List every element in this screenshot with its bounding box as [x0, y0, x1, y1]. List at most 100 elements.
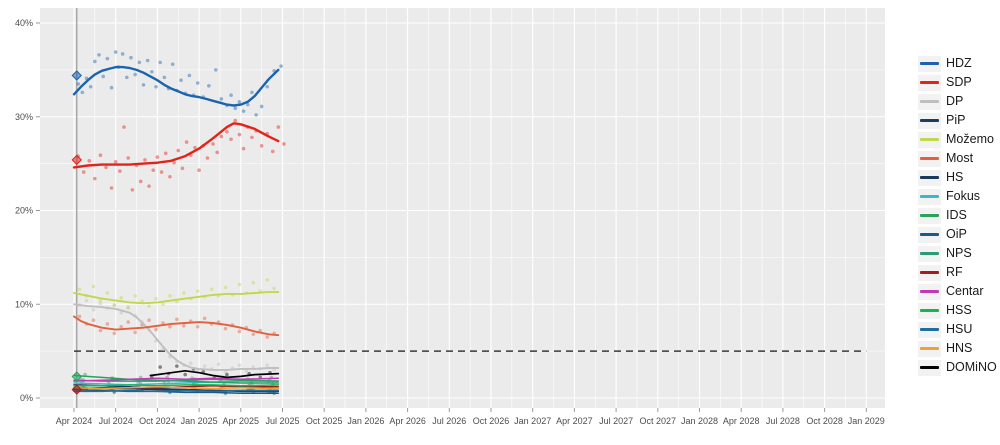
poll-dot-DP	[188, 361, 193, 366]
x-axis-label: Apr 2025	[223, 416, 260, 426]
poll-dot-HDZ	[250, 90, 254, 95]
poll-dot-Most	[223, 326, 228, 331]
legend-label: DOMiNO	[946, 360, 997, 375]
poll-dot-SDP	[168, 174, 172, 179]
poll-dot-SDP	[155, 155, 160, 159]
poll-dot-SDP	[241, 146, 246, 151]
line-swatch-icon	[920, 195, 939, 198]
x-axis-label: Jan 2029	[848, 416, 885, 426]
line-swatch-icon	[920, 366, 939, 369]
legend-item-dp: DP	[918, 92, 997, 111]
legend-item-možemo: Možemo	[918, 130, 997, 149]
poll-dot-Most	[175, 317, 179, 322]
poll-dot-SDP	[172, 160, 176, 165]
election-result-marker-SDP	[71, 154, 82, 166]
poll-dot-Možemo	[91, 284, 96, 289]
y-axis-label: 20%	[15, 206, 33, 216]
poll-dot-HDZ	[213, 68, 218, 72]
line-swatch-icon	[920, 309, 939, 312]
line-swatch-icon	[920, 157, 939, 160]
poll-dot-Možemo	[105, 291, 110, 295]
legend-item-fokus: Fokus	[918, 187, 997, 206]
line-swatch-icon	[920, 328, 939, 331]
legend-item-hsu: HSU	[918, 320, 997, 339]
legend-label: Fokus	[946, 189, 981, 204]
legend-label: DP	[946, 94, 964, 109]
x-axis-label: Jul 2026	[432, 416, 466, 426]
poll-dot-HDZ	[133, 72, 137, 77]
legend-item-ids: IDS	[918, 206, 997, 225]
legend-item-rf: RF	[918, 263, 997, 282]
trend-line-Centar	[73, 377, 280, 382]
legend-label: RF	[946, 265, 963, 280]
poll-dot-Most	[133, 330, 137, 335]
x-axis-label: Apr 2026	[389, 416, 426, 426]
legend-label: HS	[946, 170, 964, 185]
x-axis-label: Jul 2027	[599, 416, 633, 426]
legend-key-swatch	[918, 55, 941, 72]
poll-dot-DOMiNO	[158, 365, 162, 369]
poll-dot-HDZ	[113, 50, 118, 54]
poll-dot-DOMiNO	[183, 372, 187, 377]
poll-dot-DP	[272, 368, 276, 372]
legend-item-pip: PiP	[918, 111, 997, 130]
poll-dot-Most	[195, 324, 200, 329]
legend-label: HNS	[946, 341, 973, 356]
poll-dot-HDZ	[245, 102, 250, 107]
poll-dot-SDP	[147, 184, 151, 188]
x-axis-label: Oct 2026	[473, 416, 510, 426]
trend-line-Možemo	[73, 291, 280, 305]
poll-dot-HDZ	[97, 53, 101, 57]
line-swatch-icon	[920, 347, 939, 350]
poll-dot-SDP	[93, 176, 97, 181]
poll-dot-Možemo	[119, 295, 124, 300]
poll-dot-Možemo	[209, 287, 214, 292]
poll-dot-Most	[182, 324, 186, 328]
poll-dot-SDP	[143, 158, 147, 162]
poll-dot-Možemo	[154, 296, 158, 301]
x-axis-label: Apr 2024	[56, 416, 93, 426]
line-swatch-icon	[920, 62, 939, 65]
poll-dot-HDZ	[259, 104, 264, 109]
legend-key-swatch	[918, 321, 941, 338]
poll-dot-SDP	[219, 134, 224, 139]
legend-item-hss: HSS	[918, 301, 997, 320]
legend-key-swatch	[918, 131, 941, 148]
poll-dot-SDP	[193, 145, 197, 150]
legend-key-swatch	[918, 188, 941, 205]
x-axis-label: Oct 2024	[139, 416, 176, 426]
poll-dot-Most	[119, 324, 124, 329]
poll-dot-SDP	[109, 186, 114, 190]
poll-dot-HDZ	[187, 73, 192, 78]
x-axis-label: Jul 2024	[99, 416, 133, 426]
poll-dot-DOMiNO	[225, 372, 229, 377]
line-swatch-icon	[920, 290, 939, 293]
legend-key-swatch	[918, 226, 941, 243]
poll-dot-HDZ	[162, 75, 167, 80]
poll-dot-Možemo	[168, 294, 172, 298]
line-swatch-icon	[920, 100, 939, 103]
poll-dot-Možemo	[98, 298, 103, 303]
poll-dot-HDZ	[101, 74, 105, 79]
poll-dot-HDZ	[219, 97, 224, 101]
poll-dot-HDZ	[93, 59, 97, 64]
poll-dot-Možemo	[182, 291, 186, 295]
y-axis-label: 10%	[15, 299, 33, 309]
y-axis-label: 30%	[15, 112, 33, 122]
poll-dot-HDZ	[237, 99, 242, 104]
legend-item-domino: DOMiNO	[918, 358, 997, 377]
poll-dot-Most	[105, 322, 110, 326]
poll-dot-Možemo	[272, 286, 276, 291]
poll-dot-HDZ	[129, 55, 133, 60]
legend-label: HSU	[946, 322, 973, 337]
poll-dot-Most	[168, 324, 172, 329]
poll-dot-HDZ	[120, 52, 125, 56]
poll-dot-Možemo	[77, 287, 82, 292]
legend-label: Možemo	[946, 132, 994, 147]
poll-dot-SDP	[180, 166, 185, 171]
line-swatch-icon	[920, 252, 939, 255]
poll-dot-DP	[202, 364, 207, 368]
poll-dot-HDZ	[76, 82, 80, 86]
x-axis-label: Apr 2028	[723, 416, 760, 426]
